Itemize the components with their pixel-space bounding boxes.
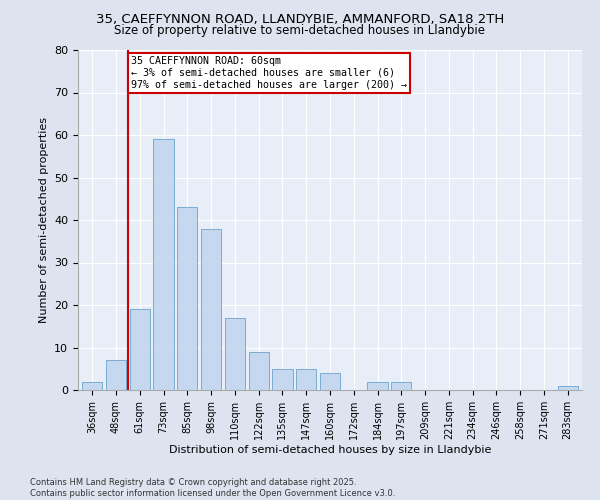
- Bar: [367, 382, 388, 390]
- Text: Contains HM Land Registry data © Crown copyright and database right 2025.
Contai: Contains HM Land Registry data © Crown c…: [30, 478, 395, 498]
- Text: Size of property relative to semi-detached houses in Llandybie: Size of property relative to semi-detach…: [115, 24, 485, 37]
- Bar: [154, 139, 173, 390]
- Bar: [320, 373, 340, 390]
- Bar: [296, 369, 316, 390]
- Bar: [272, 369, 293, 390]
- Bar: [130, 309, 150, 390]
- Y-axis label: Number of semi-detached properties: Number of semi-detached properties: [38, 117, 49, 323]
- Bar: [557, 386, 578, 390]
- Bar: [225, 318, 245, 390]
- Bar: [391, 382, 412, 390]
- Text: 35 CAEFFYNNON ROAD: 60sqm
← 3% of semi-detached houses are smaller (6)
97% of se: 35 CAEFFYNNON ROAD: 60sqm ← 3% of semi-d…: [131, 56, 407, 90]
- Bar: [201, 228, 221, 390]
- X-axis label: Distribution of semi-detached houses by size in Llandybie: Distribution of semi-detached houses by …: [169, 444, 491, 454]
- Text: 35, CAEFFYNNON ROAD, LLANDYBIE, AMMANFORD, SA18 2TH: 35, CAEFFYNNON ROAD, LLANDYBIE, AMMANFOR…: [96, 12, 504, 26]
- Bar: [106, 360, 126, 390]
- Bar: [248, 352, 269, 390]
- Bar: [177, 207, 197, 390]
- Bar: [82, 382, 103, 390]
